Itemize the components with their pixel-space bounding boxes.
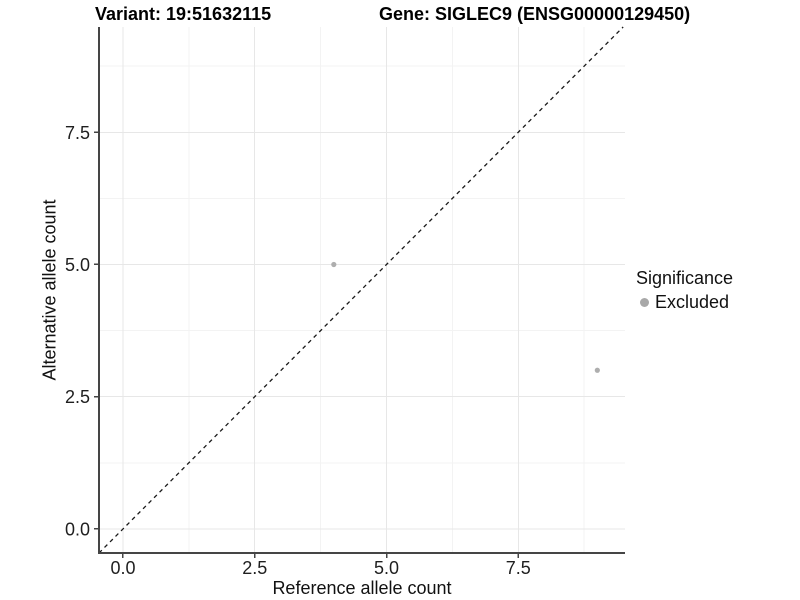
x-tick-label: 2.5 (242, 558, 267, 578)
gene-title: Gene: SIGLEC9 (ENSG00000129450) (379, 4, 691, 24)
x-tick-label: 5.0 (374, 558, 399, 578)
x-axis-title: Reference allele count (272, 578, 452, 598)
identity-line (98, 26, 624, 554)
legend: Significance Excluded (636, 268, 733, 313)
data-point (331, 261, 337, 268)
y-tick-label: 7.5 (65, 123, 90, 143)
y-tick-label: 0.0 (65, 519, 90, 539)
variant-title: Variant: 19:51632115 (95, 4, 272, 24)
legend-title: Significance (636, 268, 734, 288)
legend-items: Excluded (636, 292, 733, 313)
y-tick-label: 2.5 (65, 387, 90, 407)
legend-item: Excluded (636, 292, 733, 313)
y-tick-label: 5.0 (65, 255, 90, 275)
data-point (594, 367, 600, 373)
x-tick-label: 0.0 (110, 558, 135, 578)
legend-point-icon (640, 298, 649, 307)
legend-item-label: Excluded (655, 292, 730, 312)
x-tick-label: 7.5 (506, 558, 531, 578)
y-axis-title: Alternative allele count (39, 199, 60, 381)
